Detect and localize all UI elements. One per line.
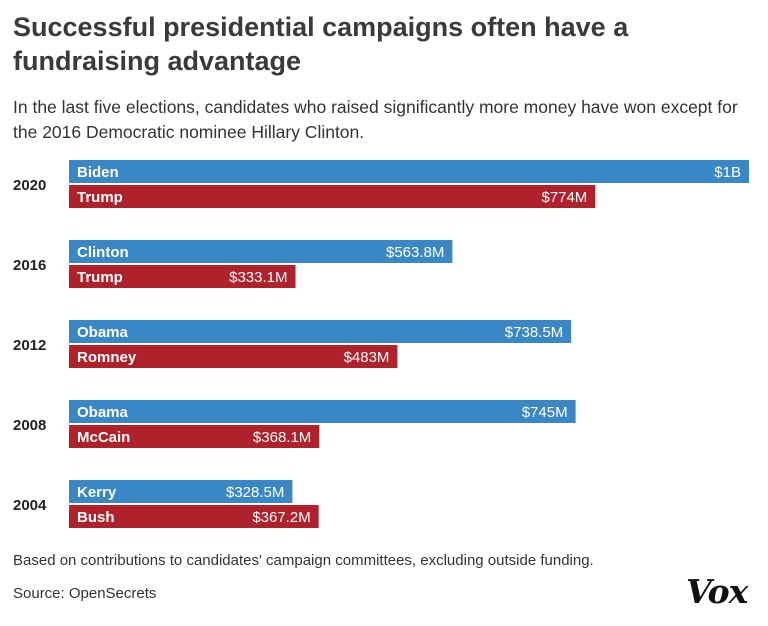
bar-name-2012-romney: Romney — [77, 349, 137, 366]
footnote: Based on contributions to candidates' ca… — [13, 552, 594, 569]
bar-value-2012-romney: $483M — [344, 349, 390, 366]
bar-name-2012-obama: Obama — [77, 324, 129, 341]
bar-2004-kerry — [69, 480, 293, 503]
bar-2020-trump — [69, 185, 596, 208]
bar-2012-obama — [69, 320, 572, 343]
year-label-2004: 2004 — [13, 497, 47, 514]
year-label-2020: 2020 — [13, 177, 46, 194]
bar-value-2008-mccain: $368.1M — [253, 429, 311, 446]
bar-value-2020-biden: $1B — [714, 164, 741, 181]
bar-2012-romney — [69, 345, 398, 368]
bar-2008-obama — [69, 400, 576, 423]
bar-2004-bush — [69, 505, 319, 528]
bar-2016-clinton — [69, 240, 453, 263]
bar-name-2004-kerry: Kerry — [77, 484, 117, 501]
bar-value-2004-bush: $367.2M — [252, 509, 310, 526]
bar-name-2016-trump: Trump — [77, 269, 123, 286]
bar-name-2008-obama: Obama — [77, 404, 129, 421]
vox-logo: Vox — [686, 572, 748, 611]
chart-subtitle: In the last five elections, candidates w… — [13, 97, 738, 142]
bar-chart: 2020 Biden $1B Trump $774M 2016 Clinton $563.8M… — [13, 160, 749, 528]
bar-2016-trump — [69, 265, 296, 288]
bar-2008-mccain — [69, 425, 320, 448]
bar-value-2016-clinton: $563.8M — [386, 244, 444, 261]
bar-value-2016-trump: $333.1M — [229, 269, 287, 286]
bar-value-2004-kerry: $328.5M — [226, 484, 284, 501]
year-label-2012: 2012 — [13, 337, 46, 354]
bar-name-2008-mccain: McCain — [77, 429, 130, 446]
bar-name-2020-biden: Biden — [77, 164, 119, 181]
bar-name-2020-trump: Trump — [77, 189, 123, 206]
bar-name-2004-bush: Bush — [77, 509, 115, 526]
bar-name-2016-clinton: Clinton — [77, 244, 129, 261]
bar-value-2012-obama: $738.5M — [505, 324, 563, 341]
bar-value-2008-obama: $745M — [522, 404, 568, 421]
chart-title: Successful presidential campaigns often … — [13, 12, 629, 76]
year-label-2016: 2016 — [13, 257, 46, 274]
bar-2020-biden — [69, 160, 749, 183]
source-line: Source: OpenSecrets — [13, 585, 157, 602]
year-label-2008: 2008 — [13, 417, 46, 434]
bar-value-2020-trump: $774M — [541, 189, 587, 206]
